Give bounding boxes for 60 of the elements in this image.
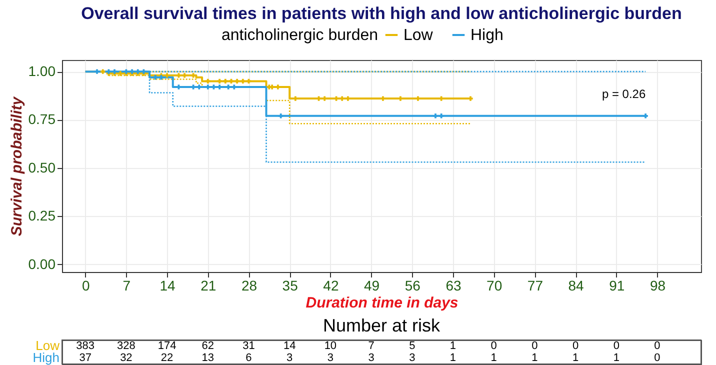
data-label: 0 — [490, 340, 497, 352]
y-axis-title: Survival probability — [8, 96, 26, 236]
data-label: 0 — [654, 340, 660, 352]
y-tick-label: 1.00 — [28, 63, 56, 80]
y-tick-label: 0.00 — [28, 256, 56, 272]
y-tick-label: 0.50 — [28, 159, 56, 176]
data-label: 0 — [654, 352, 660, 364]
x-tick-label: 49 — [364, 278, 380, 294]
y-tick-label: Low — [36, 338, 60, 353]
annotation: p = 0.26 — [602, 86, 646, 101]
x-tick-label: 14 — [160, 278, 176, 294]
y-tick-label: 0.25 — [28, 208, 56, 224]
data-label: 22 — [160, 352, 174, 364]
data-label: 31 — [242, 340, 255, 352]
x-tick-label: 84 — [568, 278, 584, 294]
data-label: 3 — [409, 352, 416, 364]
data-label: 1 — [450, 340, 456, 352]
data-label: 32 — [120, 352, 132, 364]
x-tick-label: 28 — [241, 278, 258, 294]
data-label: 5 — [409, 340, 416, 352]
x-tick-label: 77 — [527, 278, 544, 294]
data-label: 3 — [368, 352, 374, 364]
y-tick-label: High — [32, 350, 60, 365]
x-tick-label: 91 — [609, 278, 625, 294]
x-tick-label: 63 — [446, 278, 462, 294]
data-label: 3 — [286, 352, 293, 364]
data-label: 13 — [202, 352, 214, 364]
x-tick-label: 98 — [650, 278, 666, 294]
data-label: 10 — [324, 340, 337, 352]
data-label: 1 — [532, 352, 538, 364]
x-tick-label: 7 — [122, 278, 131, 294]
data-label: 0 — [532, 340, 538, 352]
x-tick-label: 70 — [486, 278, 502, 294]
legend-title: anticholinergic burden — [222, 27, 378, 44]
data-label: 37 — [79, 352, 92, 364]
data-label: 62 — [202, 340, 214, 352]
data-label: 1 — [490, 352, 497, 364]
x-tick-label: 56 — [404, 278, 421, 294]
data-label: 1 — [450, 352, 456, 364]
legend-label: High — [470, 27, 504, 44]
data-label: 1 — [572, 352, 579, 364]
x-tick-label: 42 — [323, 278, 339, 294]
legend-label: Low — [404, 27, 434, 44]
data-label: 1 — [613, 352, 620, 364]
data-label: 383 — [76, 340, 95, 352]
x-tick-label: 35 — [282, 278, 298, 294]
data-label: 328 — [117, 340, 136, 352]
data-label: 14 — [283, 340, 296, 352]
data-label: 0 — [572, 340, 579, 352]
x-tick-label: 0 — [82, 278, 90, 294]
chart-title: Overall survival times in patients with high and low anticholinergic burden — [81, 4, 682, 23]
data-label: 3 — [327, 352, 334, 364]
x-axis-title: Duration time in days — [306, 294, 458, 312]
data-label: 7 — [368, 340, 374, 352]
data-label: 0 — [613, 340, 620, 352]
y-tick-label: 0.75 — [28, 111, 56, 128]
data-label: 6 — [246, 352, 252, 364]
chart-title: Number at risk — [322, 316, 442, 336]
data-label: 174 — [158, 340, 176, 352]
x-tick-label: 21 — [200, 278, 216, 294]
